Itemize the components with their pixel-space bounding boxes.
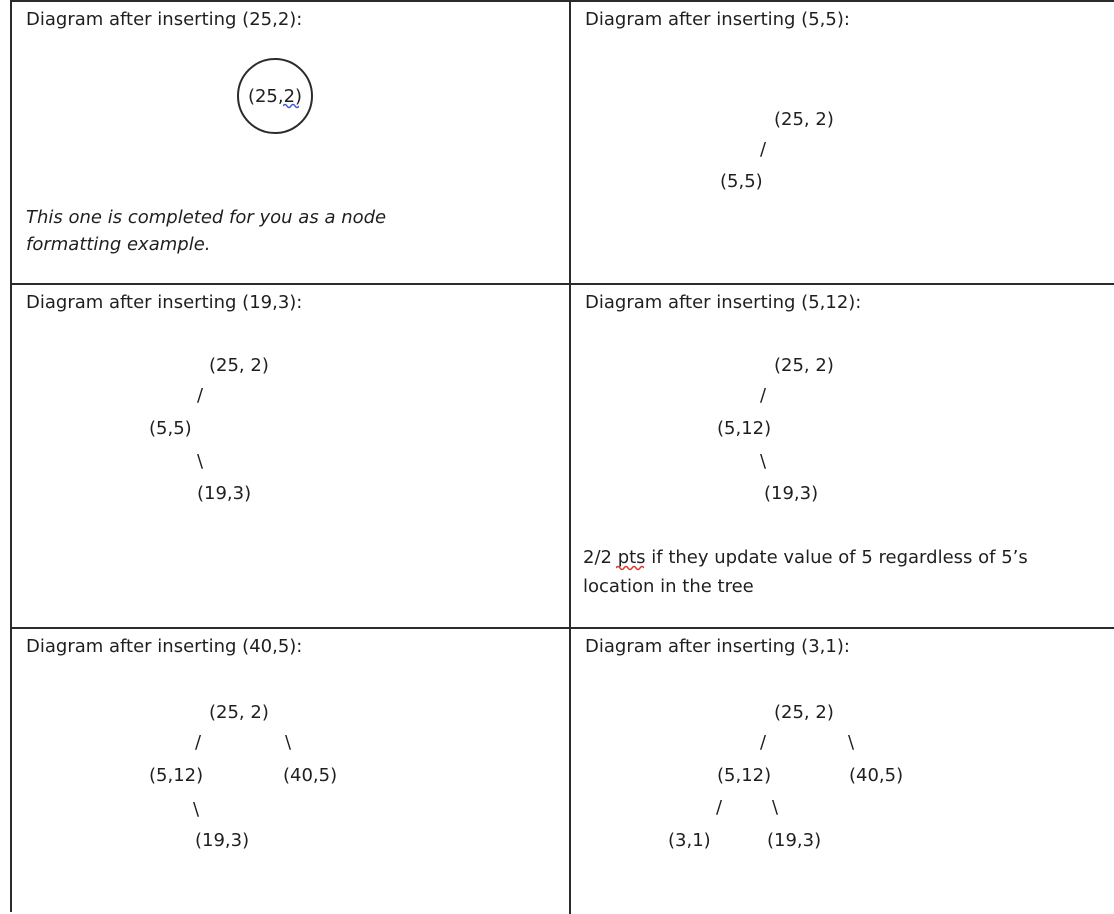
tree-node-right: (40,5) (849, 765, 904, 786)
tree-edge-left: / (760, 732, 767, 753)
tree-node-left: (5,5) (149, 418, 192, 439)
tree-node-left: (5,12) (149, 765, 204, 786)
tree-node-left-right: (19,3) (195, 830, 250, 851)
tree-node-root: (25, 2) (209, 702, 269, 723)
tree-node-root: (25, 2) (774, 109, 834, 130)
cell-insert-5-12: Diagram after inserting (5,12): (25, 2) … (571, 285, 1114, 629)
tree-node-left: (5,12) (717, 418, 772, 439)
tree-edge-left-right: \ (772, 797, 779, 818)
tree-node-left-right: (19,3) (764, 483, 819, 504)
diagram-table: Diagram after inserting (25,2): (25,2) T… (10, 0, 1114, 914)
tree-node-left: (5,12) (717, 765, 772, 786)
tree-edge-left-right: \ (760, 451, 767, 472)
tree-edge-left: / (760, 139, 767, 160)
cell-insert-40-5: Diagram after inserting (40,5): (25, 2) … (12, 629, 571, 914)
tree-edge-left: / (197, 385, 204, 406)
spellcheck-squiggle-icon (283, 103, 299, 109)
cell-heading: Diagram after inserting (25,2): (26, 9, 303, 30)
tree-edge-left: / (195, 732, 202, 753)
tree-node-left-right: (19,3) (197, 483, 252, 504)
grading-note: 2/2 pts if they update value of 5 regard… (583, 547, 1028, 597)
cell-insert-25-2: Diagram after inserting (25,2): (25,2) T… (12, 2, 571, 285)
tree-edge-right: \ (285, 732, 292, 753)
tree-node-root: (25, 2) (774, 355, 834, 376)
tree-node-left-left: (3,1) (668, 830, 711, 851)
cell-heading: Diagram after inserting (5,12): (585, 292, 862, 313)
cell-insert-3-1: Diagram after inserting (3,1): (25, 2) /… (571, 629, 1114, 914)
cell-heading: Diagram after inserting (3,1): (585, 636, 850, 657)
cell-insert-19-3: Diagram after inserting (19,3): (25, 2) … (12, 285, 571, 629)
cell-insert-5-5: Diagram after inserting (5,5): (25, 2) /… (571, 2, 1114, 285)
spellcheck-squiggle-icon (616, 565, 644, 571)
cell-heading: Diagram after inserting (19,3): (26, 292, 303, 313)
tree-edge-left-left: / (716, 797, 723, 818)
tree-node-left: (5,5) (720, 171, 763, 192)
cell-heading: Diagram after inserting (40,5): (26, 636, 303, 657)
tree-node-right: (40,5) (283, 765, 338, 786)
tree-edge-left-right: \ (193, 799, 200, 820)
tree-edge-left-right: \ (197, 451, 204, 472)
tree-node-left-right: (19,3) (767, 830, 822, 851)
example-note: This one is completed for you as a node … (26, 207, 387, 255)
tree-edge-right: \ (848, 732, 855, 753)
tree-node-circle: (25,2) (237, 58, 313, 134)
tree-node-root: (25, 2) (209, 355, 269, 376)
cell-heading: Diagram after inserting (5,5): (585, 9, 850, 30)
root-node-label: (25,2) (247, 85, 303, 107)
tree-edge-left: / (760, 385, 767, 406)
tree-node-root: (25, 2) (774, 702, 834, 723)
